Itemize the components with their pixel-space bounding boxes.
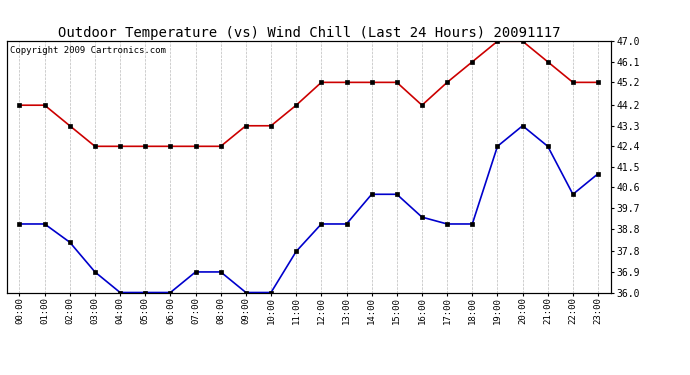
Title: Outdoor Temperature (vs) Wind Chill (Last 24 Hours) 20091117: Outdoor Temperature (vs) Wind Chill (Las… xyxy=(57,26,560,40)
Text: Copyright 2009 Cartronics.com: Copyright 2009 Cartronics.com xyxy=(10,46,166,55)
